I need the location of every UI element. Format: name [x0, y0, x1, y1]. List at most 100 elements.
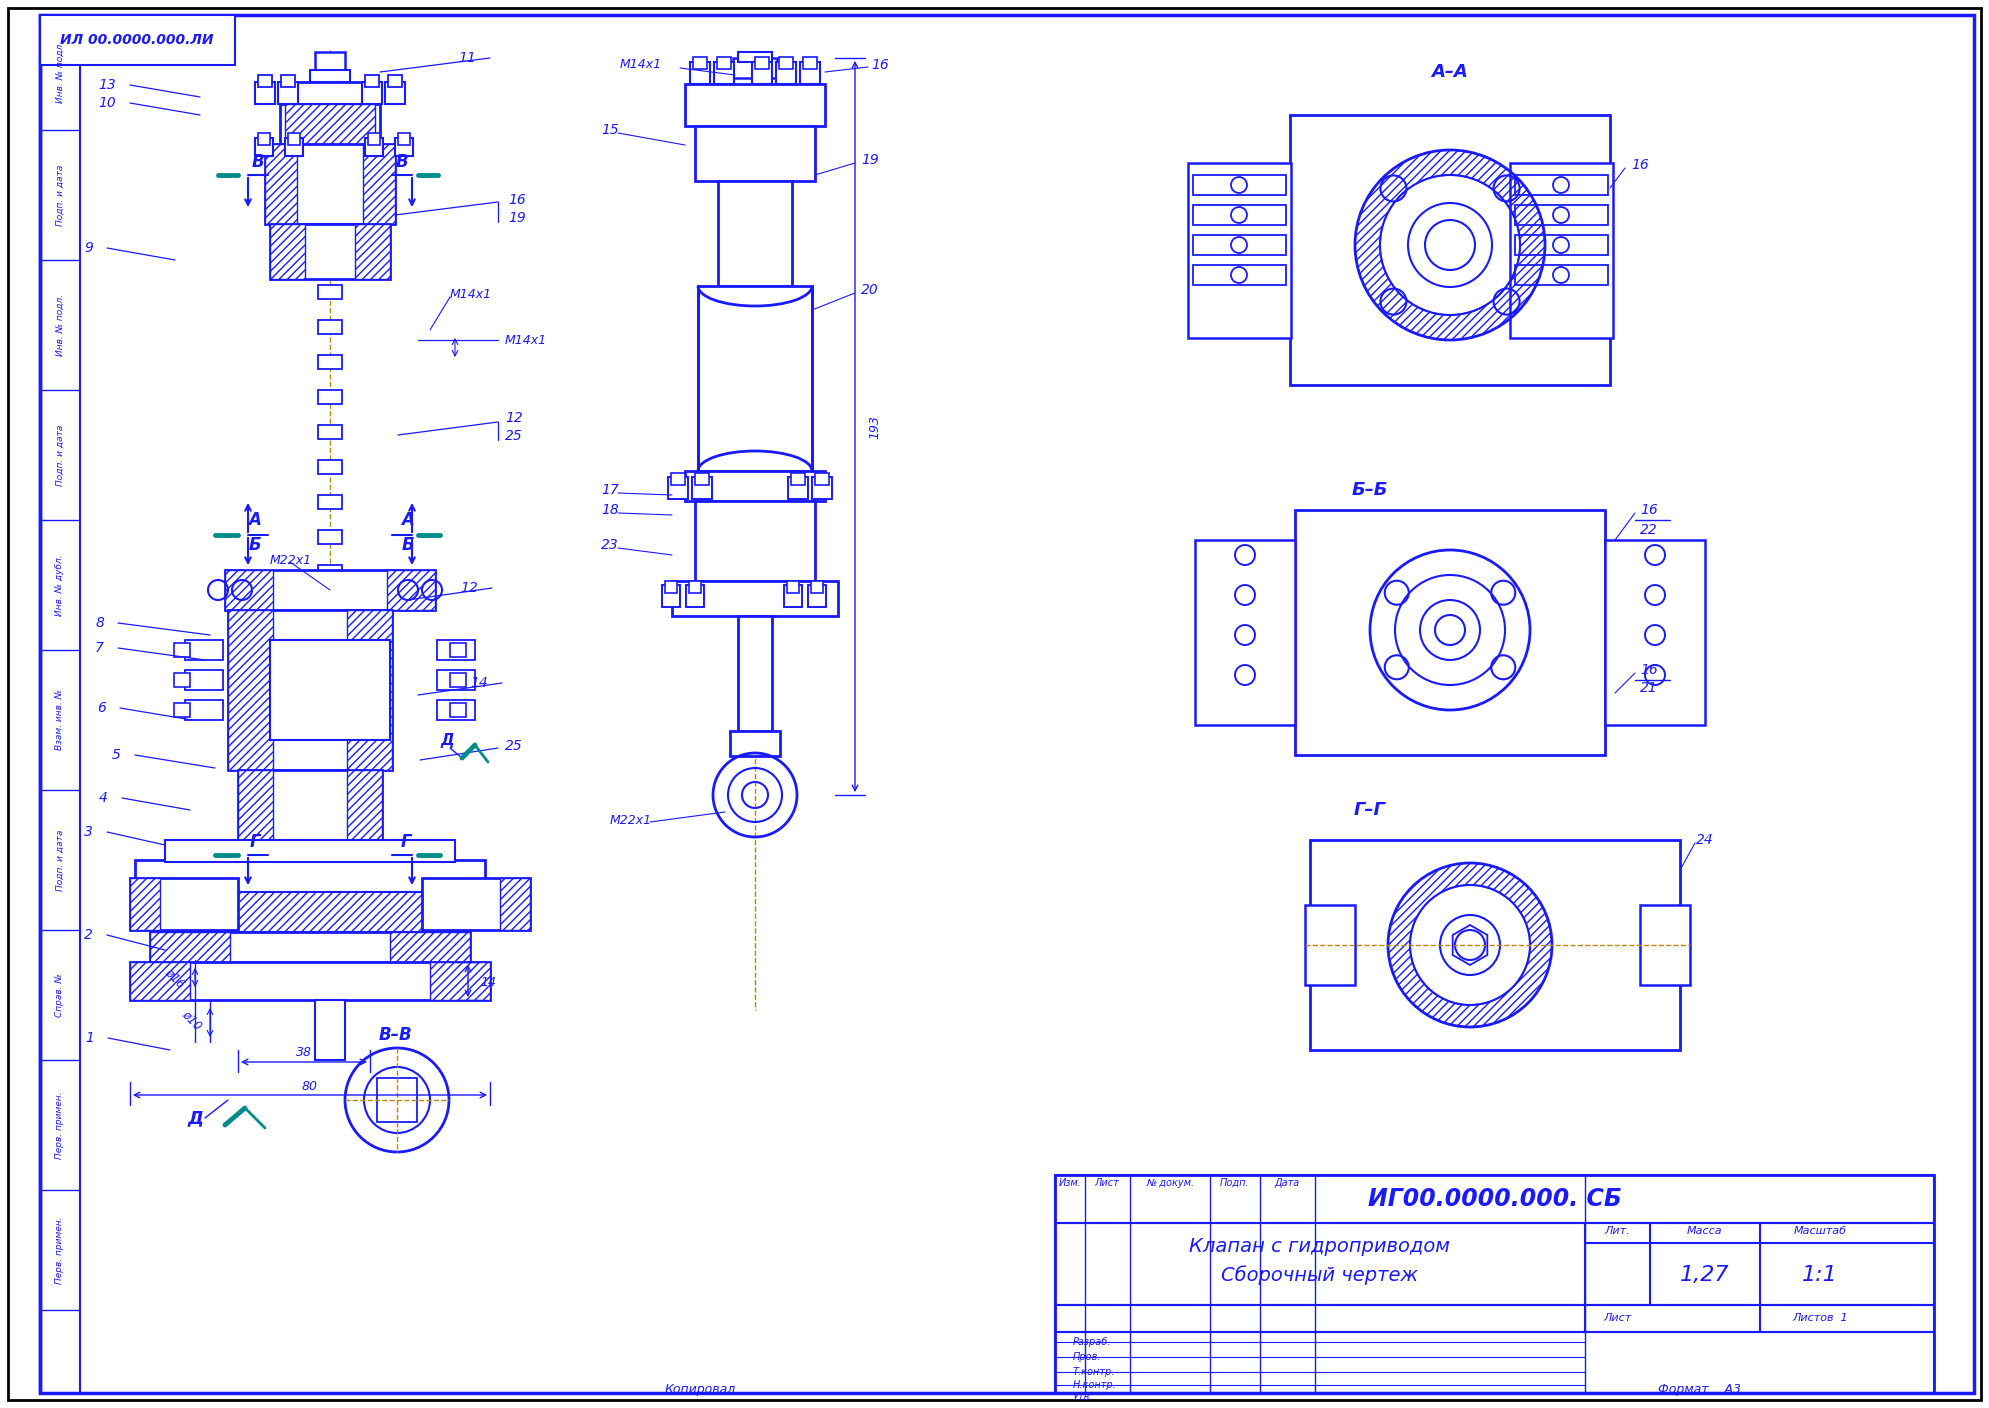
- Text: ø10: ø10: [179, 1008, 205, 1032]
- Text: 14: 14: [479, 976, 495, 988]
- Text: Г–Г: Г–Г: [1355, 801, 1386, 819]
- Text: Взам. инв. №: Взам. инв. №: [56, 690, 64, 750]
- Text: 16: 16: [871, 58, 889, 72]
- Bar: [346, 770, 382, 841]
- Bar: [284, 138, 302, 156]
- Text: 5: 5: [111, 748, 121, 762]
- Bar: [1054, 1176, 1933, 1393]
- Text: 16: 16: [1641, 663, 1657, 677]
- Bar: [1193, 206, 1287, 225]
- Text: 13: 13: [97, 77, 115, 92]
- Text: 20: 20: [861, 283, 879, 297]
- Bar: [318, 390, 342, 404]
- Bar: [265, 144, 396, 224]
- Bar: [1054, 1305, 1933, 1332]
- Bar: [1193, 175, 1287, 194]
- Bar: [398, 132, 410, 145]
- Bar: [280, 75, 294, 87]
- Text: № докум.: № докум.: [1146, 1178, 1193, 1188]
- Text: Инв. № дубл.: Инв. № дубл.: [56, 555, 64, 615]
- Bar: [499, 879, 529, 931]
- Bar: [698, 286, 812, 472]
- Bar: [672, 582, 837, 617]
- Bar: [808, 584, 825, 607]
- Bar: [690, 62, 710, 84]
- Bar: [1193, 235, 1287, 255]
- Bar: [438, 641, 475, 660]
- Text: 9: 9: [84, 241, 93, 255]
- Bar: [354, 224, 390, 279]
- Bar: [165, 893, 455, 932]
- Text: В: В: [396, 153, 408, 170]
- Text: 80: 80: [302, 1080, 318, 1093]
- Text: 1: 1: [86, 1031, 93, 1045]
- Bar: [310, 70, 350, 82]
- Text: 38: 38: [296, 1046, 312, 1059]
- Bar: [738, 52, 772, 62]
- Bar: [271, 641, 390, 741]
- Bar: [804, 56, 817, 69]
- Text: М22х1: М22х1: [271, 553, 312, 566]
- Bar: [684, 472, 825, 501]
- Bar: [173, 673, 191, 687]
- Text: 193: 193: [869, 415, 881, 439]
- Text: Лист: Лист: [1094, 1178, 1120, 1188]
- Text: 15: 15: [601, 122, 619, 137]
- Bar: [812, 477, 831, 498]
- Bar: [730, 731, 780, 756]
- Bar: [129, 879, 159, 931]
- Text: Копировал: Копировал: [664, 1384, 736, 1397]
- Bar: [378, 1079, 418, 1122]
- Text: М22х1: М22х1: [611, 814, 652, 826]
- Bar: [314, 1000, 344, 1060]
- Bar: [1641, 905, 1691, 986]
- Text: Формат    А3: Формат А3: [1659, 1384, 1742, 1397]
- Bar: [450, 673, 465, 687]
- Bar: [688, 582, 700, 593]
- Bar: [1305, 905, 1355, 986]
- Text: Масштаб: Масштаб: [1794, 1226, 1846, 1236]
- Bar: [1193, 265, 1287, 284]
- Bar: [1605, 541, 1705, 725]
- Bar: [670, 473, 684, 484]
- Bar: [278, 82, 298, 104]
- Bar: [318, 425, 342, 439]
- Text: ИЛ 00.0000.000.ЛИ: ИЛ 00.0000.000.ЛИ: [60, 32, 213, 46]
- Bar: [812, 582, 823, 593]
- Bar: [1311, 841, 1681, 1050]
- Bar: [259, 132, 271, 145]
- Bar: [225, 570, 272, 610]
- Text: 4: 4: [99, 791, 107, 805]
- Bar: [173, 643, 191, 658]
- Bar: [265, 144, 296, 224]
- Bar: [149, 932, 469, 962]
- Bar: [1516, 206, 1607, 225]
- Text: Г: Г: [251, 834, 261, 850]
- Text: Клапан с гидроприводом: Клапан с гидроприводом: [1189, 1238, 1450, 1256]
- Text: Б: Б: [402, 536, 414, 553]
- Bar: [686, 584, 704, 607]
- Bar: [255, 82, 274, 104]
- Bar: [280, 104, 380, 144]
- Bar: [788, 582, 800, 593]
- Bar: [362, 82, 382, 104]
- Text: 12: 12: [459, 582, 477, 596]
- Bar: [1054, 1176, 1933, 1224]
- Bar: [716, 56, 732, 69]
- Bar: [366, 138, 384, 156]
- Bar: [714, 62, 734, 84]
- Bar: [346, 610, 392, 770]
- Bar: [1054, 1224, 1933, 1305]
- Bar: [318, 635, 342, 649]
- Bar: [229, 610, 392, 770]
- Bar: [734, 58, 778, 77]
- Text: ИГ00.0000.000. СБ: ИГ00.0000.000. СБ: [1368, 1187, 1621, 1211]
- Bar: [135, 860, 485, 893]
- Bar: [366, 75, 380, 87]
- Text: Изм.: Изм.: [1058, 1178, 1082, 1188]
- Text: Н.контр.: Н.контр.: [1072, 1380, 1116, 1390]
- Text: Справ. №: Справ. №: [56, 973, 64, 1017]
- Text: 19: 19: [861, 153, 879, 168]
- Text: 12: 12: [505, 411, 523, 425]
- Text: 18: 18: [601, 503, 619, 517]
